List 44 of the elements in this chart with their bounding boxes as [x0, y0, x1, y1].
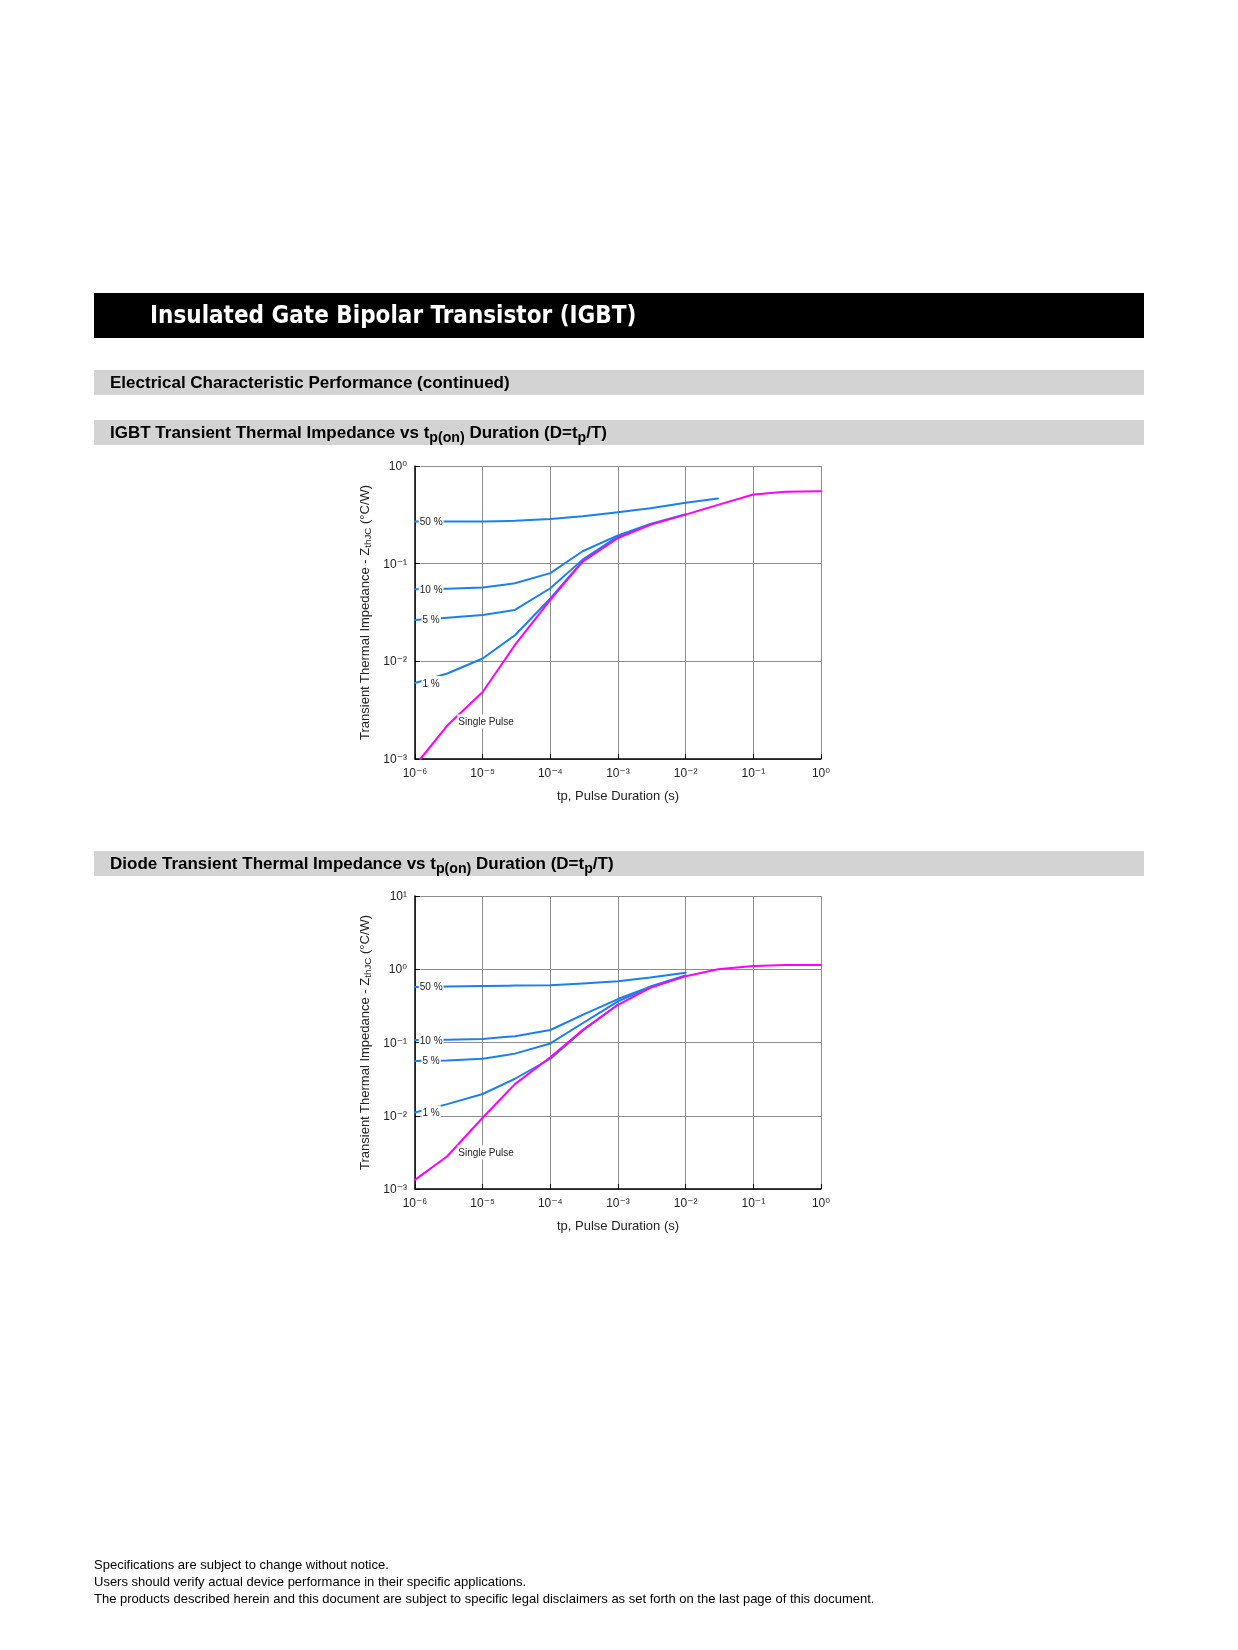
x-tick-label: 10⁰ — [811, 1196, 831, 1210]
x-tick-label: 10⁻³ — [606, 766, 630, 780]
y-tick-label: 10⁻¹ — [383, 1035, 407, 1050]
y-tick-label: 10⁻² — [383, 1108, 407, 1123]
y-tick-label: 10⁻³ — [383, 752, 407, 766]
y-tick-label: 10⁻¹ — [383, 556, 407, 571]
text: Specifications are subject to change without notice. — [94, 1556, 390, 1573]
x-axis-title: tp, Pulse Duration (s) — [556, 1218, 680, 1233]
y-tick-label: 10⁻² — [383, 654, 407, 669]
y-tick-label: 10⁰ — [388, 962, 408, 977]
x-axis-title: tp, Pulse Duration (s) — [556, 788, 680, 803]
x-tick-label: 10⁻⁶ — [402, 1196, 428, 1210]
x-tick-label: 10⁰ — [811, 766, 831, 780]
x-tick-label: 10⁻³ — [606, 1196, 630, 1210]
x-tick-label: 10⁻¹ — [741, 766, 766, 780]
x-tick-label: 10⁻¹ — [741, 1196, 766, 1210]
text: Electrical Characteristic Performance (continued) — [94, 370, 1144, 395]
text: Users should verify actual device performance in their specific applications. — [94, 1573, 528, 1590]
text: The products described herein and this document are subject to specific legal disclaimers as set forth on the last page of this document. — [94, 1590, 875, 1607]
y-axis-title: Transient Thermal Impedance - ZthJC (°C/W) — [357, 484, 373, 740]
y-tick-label: 10¹ — [389, 889, 407, 903]
x-tick-label: 10⁻⁵ — [470, 1196, 496, 1210]
series-label: 5 % — [422, 614, 440, 626]
x-tick-label: 10⁻⁴ — [537, 766, 563, 780]
series-label: Single Pulse — [458, 1146, 515, 1158]
series-label: 10 % — [419, 583, 443, 595]
chart-title: Diode Transient Thermal Impedance vs t$_{p(on)}$ Duration (D=t$_{p}$/T) — [94, 851, 1144, 877]
y-tick-label: 10⁰ — [388, 459, 408, 473]
x-tick-label: 10⁻² — [673, 766, 698, 780]
series-label: 50 % — [419, 516, 443, 528]
y-axis-title: Transient Thermal Impedance - ZthJC (°C/W) — [357, 914, 373, 1170]
series-label: 1 % — [422, 677, 440, 689]
series-label: 1 % — [422, 1106, 440, 1118]
chart-title: IGBT Transient Thermal Impedance vs t$_{p(on)}$ Duration (D=t$_{p}$/T) — [94, 420, 1144, 446]
series-label: 10 % — [419, 1034, 443, 1046]
x-tick-label: 10⁻⁶ — [402, 766, 428, 780]
y-tick-label: 10⁻³ — [383, 1182, 407, 1196]
x-tick-label: 10⁻² — [673, 1196, 698, 1210]
x-tick-label: 10⁻⁴ — [537, 1196, 563, 1210]
series-label: 5 % — [422, 1055, 440, 1067]
series-label: 50 % — [419, 981, 443, 993]
series-label: Single Pulse — [458, 716, 515, 728]
x-tick-label: 10⁻⁵ — [470, 766, 496, 780]
text: Insulated Gate Bipolar Transistor (IGBT) — [94, 293, 1144, 338]
